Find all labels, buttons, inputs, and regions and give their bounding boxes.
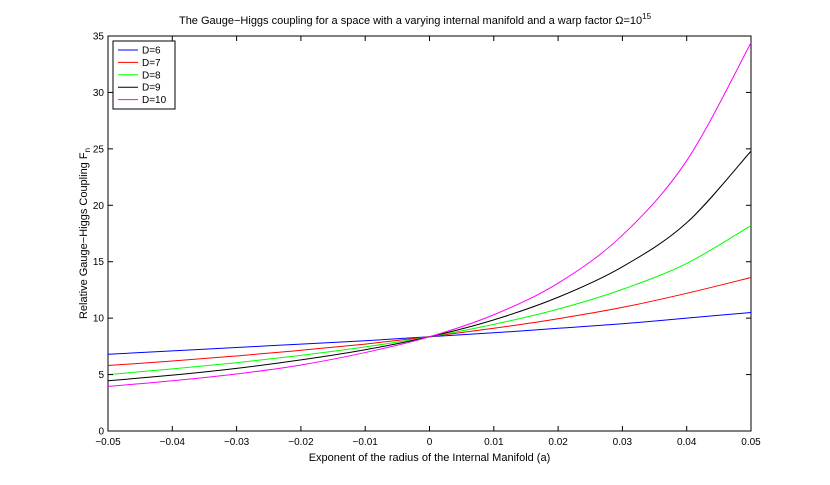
y-tick-label: 30 <box>93 88 105 99</box>
x-axis-label: Exponent of the radius of the Internal M… <box>309 452 551 464</box>
x-tick-label: 0.04 <box>677 437 697 448</box>
series-line-d6 <box>107 312 752 355</box>
y-axis-label-subscript: n <box>83 148 92 152</box>
x-tick-label: 0.02 <box>548 437 568 448</box>
y-tick-label: 20 <box>93 201 105 212</box>
y-tick-label: 25 <box>93 144 105 155</box>
y-tick-label: 10 <box>93 314 105 325</box>
chart-title: The Gauge−Higgs coupling for a space wit… <box>179 12 652 27</box>
legend-label: D=7 <box>142 58 161 69</box>
series-line-d7 <box>107 277 752 367</box>
x-tick-label: 0.01 <box>484 437 504 448</box>
x-tick-label: −0.03 <box>224 437 250 448</box>
x-tick-label: −0.01 <box>353 437 379 448</box>
y-axis-label: Relative Gauge−Higgs Coupling Fn <box>78 148 92 319</box>
legend-label: D=9 <box>142 83 161 94</box>
series-group <box>107 42 752 387</box>
x-tick-label: −0.05 <box>95 437 121 448</box>
y-axis-label-main: Relative Gauge−Higgs Coupling F <box>78 152 90 319</box>
legend-label: D=10 <box>142 95 167 106</box>
y-tick-label: 5 <box>98 370 104 381</box>
series-line-d9 <box>107 150 752 382</box>
legend-label: D=6 <box>142 46 161 57</box>
y-tick-label: 0 <box>98 427 104 438</box>
axis-ticks: −0.05 −0.04 −0.03 −0.02 −0.01 0 0.01 0.02 0.03 0.… <box>93 32 761 449</box>
legend-label: D=8 <box>142 70 161 81</box>
chart-title-superscript: 15 <box>642 12 651 21</box>
chart-title-main: The Gauge−Higgs coupling for a space wit… <box>179 15 642 27</box>
y-tick-label: 15 <box>93 257 105 268</box>
x-tick-label: 0.05 <box>741 437 761 448</box>
x-tick-label: 0.03 <box>613 437 633 448</box>
series-line-d10 <box>107 42 752 387</box>
x-tick-label: 0 <box>427 437 433 448</box>
y-tick-label: 35 <box>93 32 105 43</box>
legend: D=6D=7D=8 D=9D=10 <box>112 40 176 110</box>
x-tick-label: −0.02 <box>288 437 314 448</box>
x-tick-label: −0.04 <box>160 437 186 448</box>
